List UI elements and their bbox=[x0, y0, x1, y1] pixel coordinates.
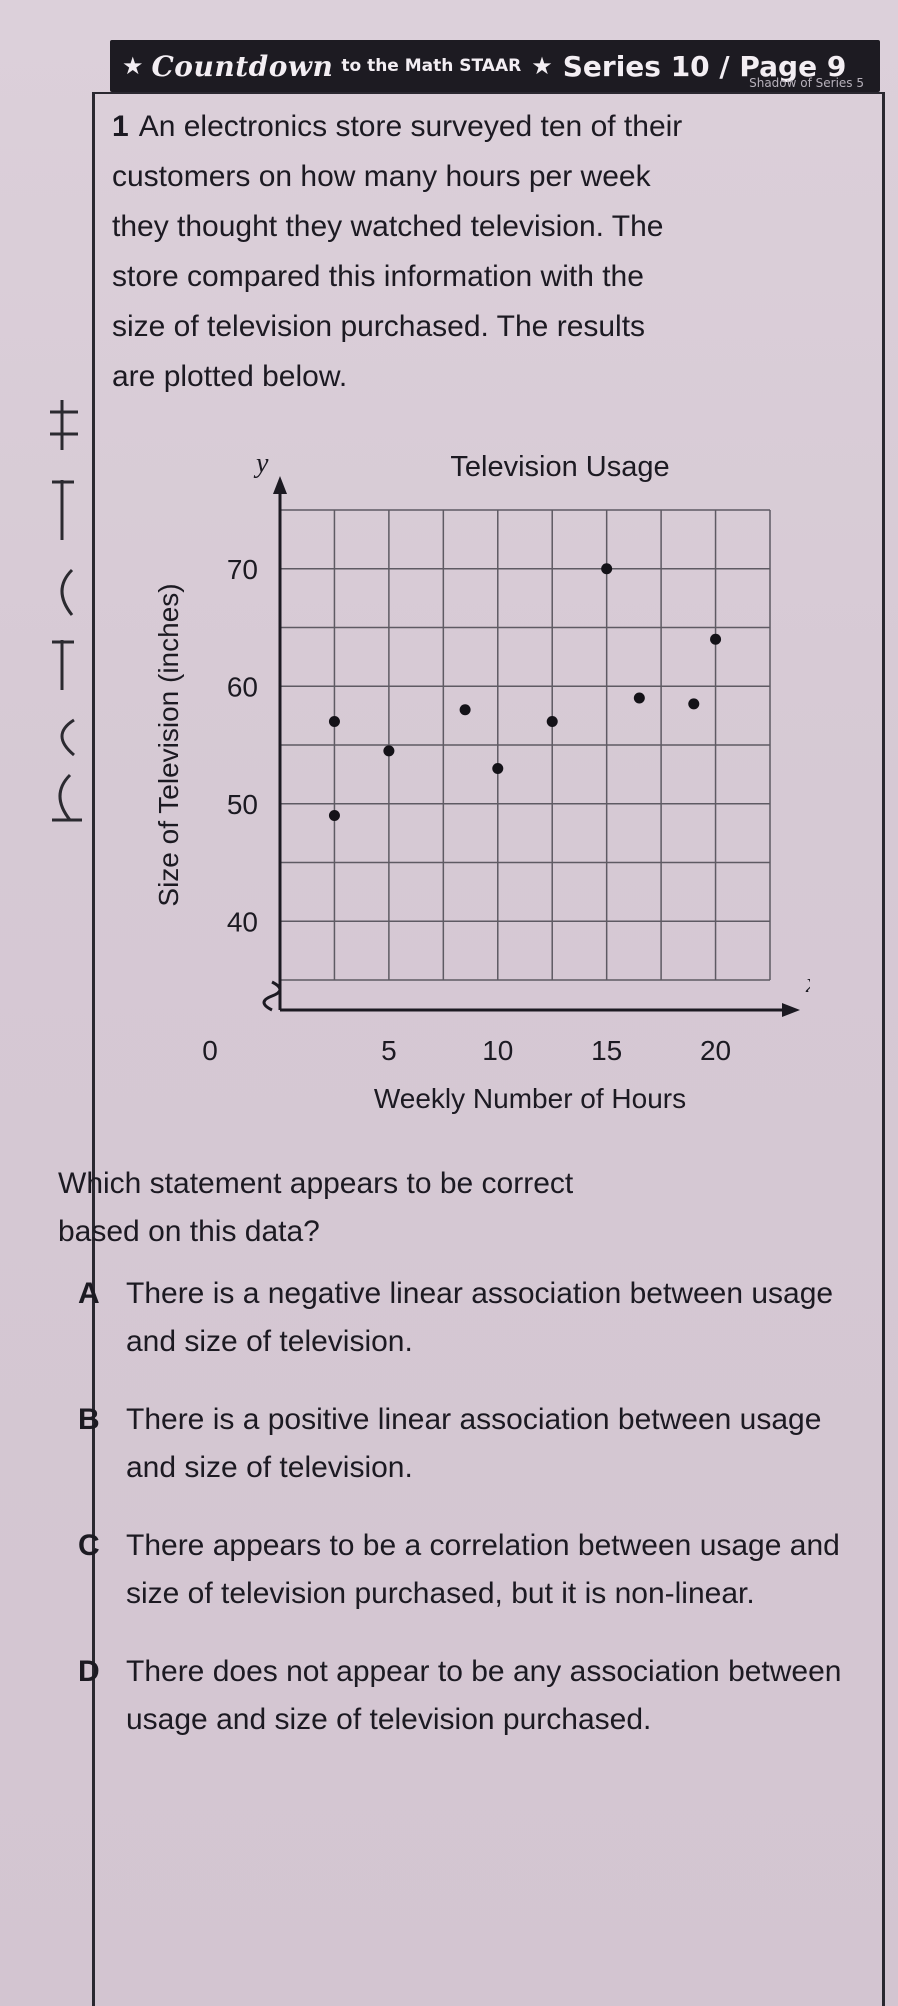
x-tick-label: 10 bbox=[482, 1035, 513, 1066]
header-banner: ★ Countdown to the Math STAAR ★ Series 1… bbox=[110, 40, 880, 92]
choice-a[interactable]: A There is a negative linear association… bbox=[78, 1270, 868, 1366]
data-point bbox=[710, 633, 722, 645]
data-point bbox=[328, 810, 340, 821]
axis-break-mark bbox=[262, 980, 282, 1012]
question-text: 1 An electronics store surveyed ten of th… bbox=[112, 102, 872, 402]
brand-subtitle: to the Math STAAR bbox=[341, 56, 522, 76]
choice-letter: A bbox=[78, 1277, 100, 1310]
x-tick-label: 5 bbox=[381, 1035, 397, 1066]
x-axis-letter: x bbox=[805, 968, 810, 999]
frame-border-right bbox=[882, 92, 885, 2006]
x-axis-label: Weekly Number of Hours bbox=[374, 1083, 686, 1114]
question-line: 1 An electronics store surveyed ten of th… bbox=[112, 110, 683, 143]
y-tick-label: 60 bbox=[227, 671, 258, 702]
star-icon: ★ bbox=[531, 52, 553, 80]
y-axis-label: Size of Television (inches) bbox=[153, 583, 184, 906]
x-tick-label: 20 bbox=[700, 1035, 731, 1066]
question-number: 1 bbox=[112, 110, 129, 143]
series-page-label: Series 10 / Page 9 bbox=[562, 49, 847, 83]
chart-title: Television Usage bbox=[450, 451, 669, 483]
question-line: size of television purchased. The result… bbox=[112, 310, 646, 343]
frame-border-left bbox=[92, 92, 95, 2006]
margin-handwriting bbox=[50, 400, 82, 822]
choice-letter: C bbox=[78, 1529, 100, 1562]
x-axis-arrow bbox=[782, 1003, 800, 1017]
star-icon: ★ bbox=[122, 52, 144, 80]
choice-text: There is a negative linear association b… bbox=[126, 1277, 834, 1358]
y-tick-label: 40 bbox=[227, 906, 258, 937]
data-point bbox=[688, 698, 700, 710]
choice-d[interactable]: D There does not appear to be any associ… bbox=[78, 1648, 868, 1744]
data-point bbox=[633, 692, 645, 704]
question-line: store compared this information with the bbox=[112, 260, 644, 293]
choice-text: There does not appear to be any associat… bbox=[126, 1655, 842, 1736]
y-axis-letter: y bbox=[253, 448, 269, 479]
choice-c[interactable]: C There appears to be a correlation betw… bbox=[78, 1522, 868, 1618]
shadow-series-label: Shadow of Series 5 bbox=[749, 76, 864, 90]
choice-text: There is a positive linear association b… bbox=[126, 1403, 822, 1484]
prompt-line: based on this data? bbox=[58, 1215, 320, 1248]
frame-border-top bbox=[92, 92, 882, 94]
brand-title: Countdown bbox=[151, 49, 334, 83]
answer-choices: A There is a negative linear association… bbox=[78, 1270, 868, 1774]
question-line: they thought they watched television. Th… bbox=[112, 210, 664, 243]
data-point bbox=[546, 716, 558, 727]
choice-letter: D bbox=[78, 1655, 100, 1688]
origin-label: 0 bbox=[202, 1035, 218, 1066]
prompt-line: Which statement appears to be correct bbox=[58, 1167, 574, 1200]
y-tick-label: 50 bbox=[227, 789, 258, 820]
x-tick-label: 15 bbox=[591, 1035, 622, 1066]
data-point bbox=[328, 716, 340, 727]
y-tick-label: 70 bbox=[227, 554, 258, 585]
data-point bbox=[459, 704, 471, 716]
data-point bbox=[383, 745, 395, 757]
choice-text: There appears to be a correlation betwee… bbox=[126, 1529, 840, 1610]
choice-letter: B bbox=[78, 1403, 100, 1436]
data-point bbox=[601, 563, 613, 575]
question-line: are plotted below. bbox=[112, 360, 348, 393]
prompt-text: Which statement appears to be correct ba… bbox=[58, 1160, 858, 1256]
question-line: customers on how many hours per week bbox=[112, 160, 651, 193]
choice-b[interactable]: B There is a positive linear association… bbox=[78, 1396, 868, 1492]
scatter-chart: y x Television Usage 40 50 60 70 5 10 15 20 0 Size o… bbox=[153, 448, 810, 1114]
data-point bbox=[492, 763, 504, 774]
y-axis-arrow bbox=[273, 476, 287, 494]
